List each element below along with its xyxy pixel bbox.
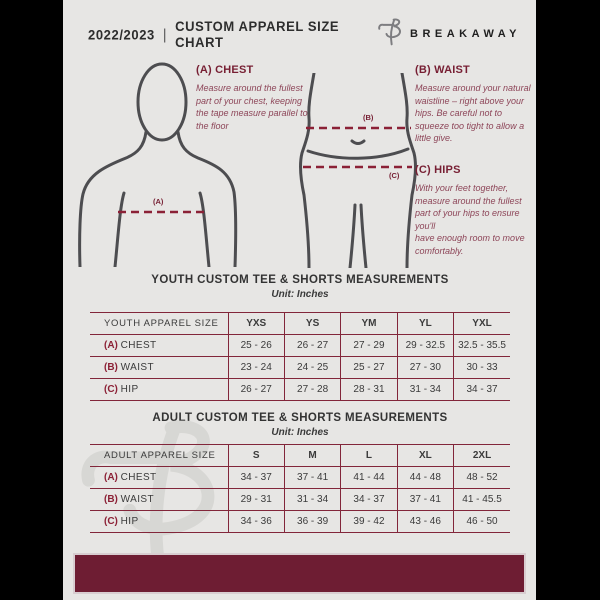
- row-prefix: (C): [104, 384, 118, 395]
- cell: 25 - 26: [227, 334, 285, 357]
- youth-col-yl: YL: [396, 312, 454, 335]
- header-title-group: 2022/2023 | CUSTOM APPAREL SIZE CHART: [88, 18, 378, 50]
- youth-header-row: YOUTH APPAREL SIZE YXS YS YM YL YXL: [90, 312, 510, 335]
- youth-chest-row: (A) CHEST 25 - 26 26 - 27 27 - 29 29 - 3…: [90, 334, 510, 357]
- cell: 34 - 37: [227, 466, 285, 489]
- page-header: 2022/2023 | CUSTOM APPAREL SIZE CHART BR…: [88, 18, 521, 50]
- cell: 46 - 50: [453, 510, 510, 533]
- adult-header-row: ADULT APPAREL SIZE S M L XL 2XL: [90, 444, 510, 467]
- cell: 34 - 37: [340, 488, 398, 511]
- size-chart-page: 2022/2023 | CUSTOM APPAREL SIZE CHART BR…: [63, 0, 536, 600]
- adult-col-xl: XL: [396, 444, 454, 467]
- lower-body-figure: [299, 73, 417, 268]
- cell: 32.5 - 35.5: [453, 334, 510, 357]
- row-prefix: (A): [104, 340, 118, 351]
- youth-hip-row: (C) HIP 26 - 27 27 - 28 28 - 31 31 - 34 …: [90, 378, 510, 401]
- row-prefix: (C): [104, 516, 118, 527]
- adult-hip-row: (C) HIP 34 - 36 36 - 39 39 - 42 43 - 46 …: [90, 510, 510, 533]
- cell: 37 - 41: [283, 466, 341, 489]
- measuring-guide-section: (A) (B) (C) (A) CHEST Measure around the…: [63, 0, 536, 270]
- waist-marker-label: (B): [363, 113, 374, 122]
- cell: 26 - 27: [283, 334, 341, 357]
- youth-size-column-header: YOUTH APPAREL SIZE: [90, 312, 228, 335]
- page-title: CUSTOM APPAREL SIZE CHART: [175, 17, 340, 51]
- youth-col-yxs: YXS: [227, 312, 285, 335]
- cell: 23 - 24: [227, 356, 285, 379]
- cell: 34 - 37: [453, 378, 510, 401]
- row-label: HIP: [120, 516, 139, 527]
- youth-unit-label: Unit: Inches: [271, 289, 329, 300]
- waist-body-text: Measure around your natural waistline – …: [415, 83, 531, 144]
- header-year: 2022/2023: [88, 25, 155, 43]
- youth-col-ym: YM: [340, 312, 398, 335]
- adult-col-2xl: 2XL: [453, 444, 510, 467]
- cell: 37 - 41: [396, 488, 454, 511]
- cell: 31 - 34: [396, 378, 454, 401]
- youth-size-table: YOUTH APPAREL SIZE YXS YS YM YL YXL (A) …: [90, 312, 510, 401]
- row-prefix: (B): [104, 362, 118, 373]
- youth-waist-row: (B) WAIST 23 - 24 24 - 25 25 - 27 27 - 3…: [90, 356, 510, 379]
- breakaway-logo-icon: [378, 17, 404, 52]
- footer-bar: [73, 553, 526, 594]
- adult-size-column-header: ADULT APPAREL SIZE: [90, 444, 228, 467]
- cell: 24 - 25: [283, 356, 341, 379]
- waist-instructions: (B) WAIST Measure around your natural wa…: [415, 64, 537, 145]
- cell: 27 - 30: [396, 356, 454, 379]
- cell: 36 - 39: [283, 510, 341, 533]
- cell: 43 - 46: [396, 510, 454, 533]
- chest-body-text: Measure around the fullest part of your …: [196, 83, 308, 131]
- hips-body-text: With your feet together, measure around …: [415, 183, 525, 256]
- cell: 29 - 31: [227, 488, 285, 511]
- cell: 39 - 42: [340, 510, 398, 533]
- cell: 25 - 27: [340, 356, 398, 379]
- waist-heading: (B) WAIST: [415, 64, 470, 76]
- cell: 28 - 31: [340, 378, 398, 401]
- cell: 27 - 29: [340, 334, 398, 357]
- cell: 48 - 52: [453, 466, 510, 489]
- cell: 29 - 32.5: [396, 334, 454, 357]
- adult-col-m: M: [283, 444, 341, 467]
- row-label: WAIST: [120, 362, 154, 373]
- youth-col-ys: YS: [283, 312, 341, 335]
- cell: 44 - 48: [396, 466, 454, 489]
- cell: 34 - 36: [227, 510, 285, 533]
- row-prefix: (B): [104, 494, 118, 505]
- chest-instructions: (A) CHEST Measure around the fullest par…: [196, 64, 308, 132]
- row-prefix: (A): [104, 472, 118, 483]
- upper-body-figure: [78, 62, 238, 267]
- cell: 26 - 27: [227, 378, 285, 401]
- cell: 27 - 28: [283, 378, 341, 401]
- brand-block: BREAKAWAY: [378, 17, 521, 52]
- row-label: HIP: [120, 384, 139, 395]
- row-label: CHEST: [120, 340, 157, 351]
- adult-unit-label: Unit: Inches: [271, 427, 329, 438]
- hips-heading: (C) HIPS: [415, 164, 461, 176]
- header-separator: |: [162, 25, 168, 43]
- cell: 31 - 34: [283, 488, 341, 511]
- adult-col-s: S: [227, 444, 285, 467]
- cell: 41 - 44: [340, 466, 398, 489]
- adult-chest-row: (A) CHEST 34 - 37 37 - 41 41 - 44 44 - 4…: [90, 466, 510, 489]
- adult-table-title: ADULT CUSTOM TEE & SHORTS MEASUREMENTS: [152, 412, 448, 424]
- hips-marker-label: (C): [389, 171, 400, 180]
- cell: 41 - 45.5: [453, 488, 510, 511]
- row-label: WAIST: [120, 494, 154, 505]
- chest-marker-label: (A): [153, 197, 164, 206]
- adult-waist-row: (B) WAIST 29 - 31 31 - 34 34 - 37 37 - 4…: [90, 488, 510, 511]
- adult-size-table: ADULT APPAREL SIZE S M L XL 2XL (A) CHES…: [90, 444, 510, 533]
- chest-heading: (A) CHEST: [196, 64, 254, 76]
- adult-col-l: L: [340, 444, 398, 467]
- brand-name: BREAKAWAY: [410, 28, 521, 40]
- row-label: CHEST: [120, 472, 157, 483]
- youth-table-title: YOUTH CUSTOM TEE & SHORTS MEASUREMENTS: [151, 274, 449, 286]
- hips-instructions: (C) HIPS With your feet together, measur…: [415, 164, 537, 258]
- cell: 30 - 33: [453, 356, 510, 379]
- youth-col-yxl: YXL: [453, 312, 510, 335]
